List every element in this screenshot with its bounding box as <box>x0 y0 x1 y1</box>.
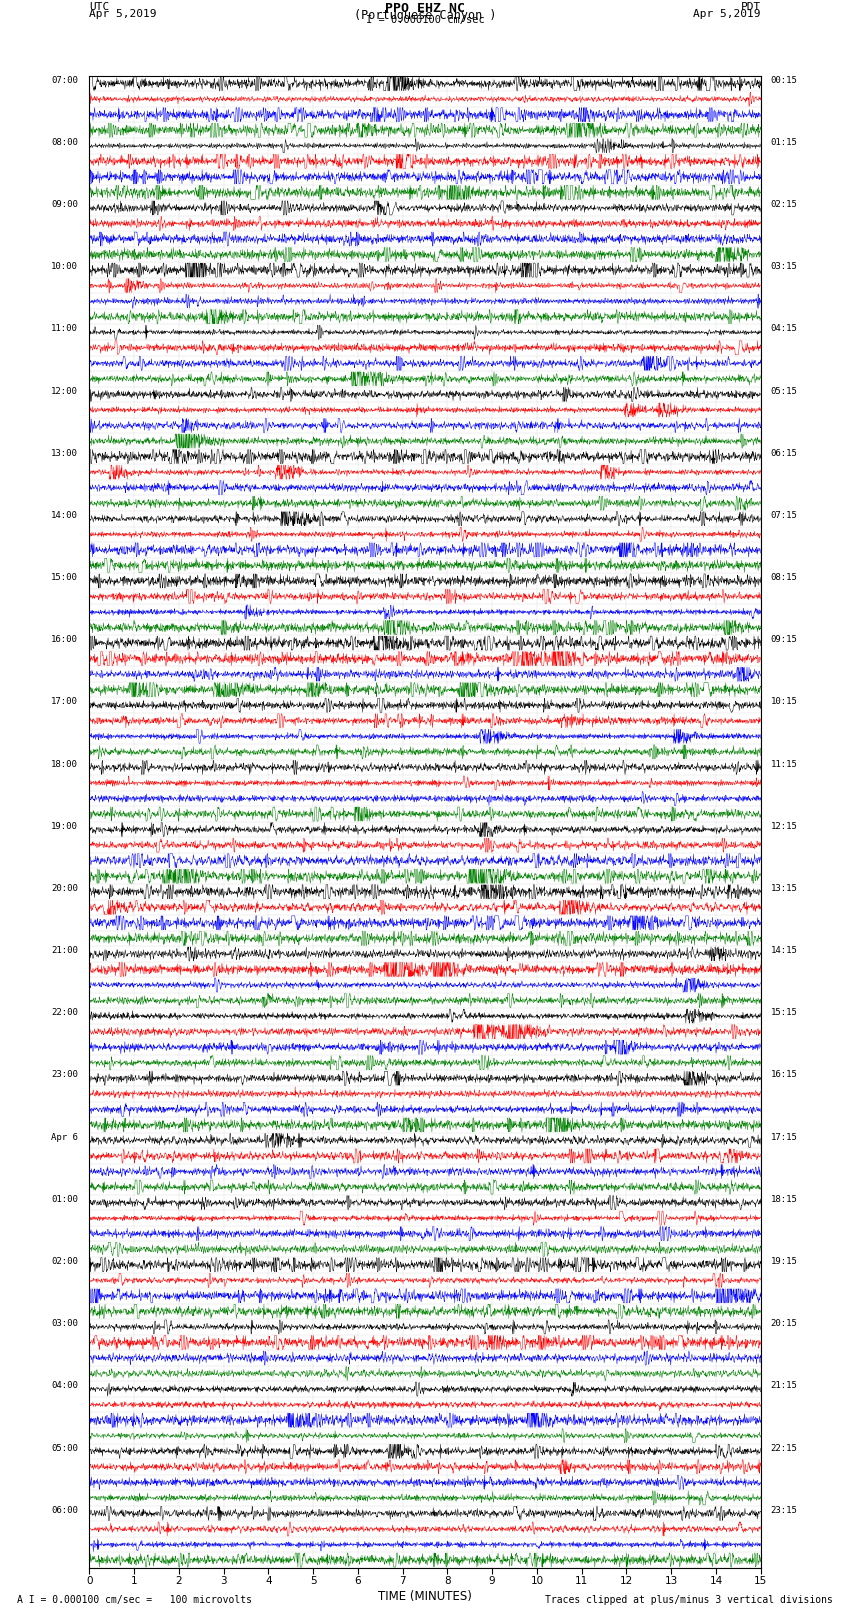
Text: (Portuguese Canyon ): (Portuguese Canyon ) <box>354 10 496 23</box>
Text: 08:00: 08:00 <box>51 139 78 147</box>
Text: 07:00: 07:00 <box>51 76 78 85</box>
Text: 03:15: 03:15 <box>771 263 797 271</box>
Text: 10:15: 10:15 <box>771 697 797 706</box>
Text: 09:15: 09:15 <box>771 636 797 644</box>
Text: 15:00: 15:00 <box>51 573 78 582</box>
Text: 20:00: 20:00 <box>51 884 78 894</box>
Text: 06:00: 06:00 <box>51 1505 78 1515</box>
Text: 22:00: 22:00 <box>51 1008 78 1018</box>
Text: 21:00: 21:00 <box>51 947 78 955</box>
Text: 04:00: 04:00 <box>51 1381 78 1390</box>
Text: 16:15: 16:15 <box>771 1071 797 1079</box>
Text: 17:15: 17:15 <box>771 1132 797 1142</box>
Text: 13:15: 13:15 <box>771 884 797 894</box>
Text: 11:00: 11:00 <box>51 324 78 334</box>
Text: 16:00: 16:00 <box>51 636 78 644</box>
Text: 14:00: 14:00 <box>51 511 78 519</box>
Text: 09:00: 09:00 <box>51 200 78 210</box>
Text: 02:15: 02:15 <box>771 200 797 210</box>
Text: 23:15: 23:15 <box>771 1505 797 1515</box>
Text: 19:00: 19:00 <box>51 823 78 831</box>
Text: 12:00: 12:00 <box>51 387 78 395</box>
Text: Apr 5,2019: Apr 5,2019 <box>694 10 761 19</box>
Text: 01:00: 01:00 <box>51 1195 78 1203</box>
Text: I = 0.000100 cm/sec: I = 0.000100 cm/sec <box>366 16 484 26</box>
Text: PDT: PDT <box>740 3 761 13</box>
Text: A I = 0.000100 cm/sec =   100 microvolts: A I = 0.000100 cm/sec = 100 microvolts <box>17 1595 252 1605</box>
Text: 08:15: 08:15 <box>771 573 797 582</box>
Text: 15:15: 15:15 <box>771 1008 797 1018</box>
Text: UTC: UTC <box>89 3 110 13</box>
Text: 12:15: 12:15 <box>771 823 797 831</box>
Text: 07:15: 07:15 <box>771 511 797 519</box>
Text: 14:15: 14:15 <box>771 947 797 955</box>
Text: 06:15: 06:15 <box>771 448 797 458</box>
Text: 22:15: 22:15 <box>771 1444 797 1452</box>
Text: 04:15: 04:15 <box>771 324 797 334</box>
Text: 19:15: 19:15 <box>771 1257 797 1266</box>
Text: 11:15: 11:15 <box>771 760 797 769</box>
Text: 17:00: 17:00 <box>51 697 78 706</box>
Text: Traces clipped at plus/minus 3 vertical divisions: Traces clipped at plus/minus 3 vertical … <box>545 1595 833 1605</box>
Text: 05:00: 05:00 <box>51 1444 78 1452</box>
Text: 10:00: 10:00 <box>51 263 78 271</box>
Text: 23:00: 23:00 <box>51 1071 78 1079</box>
Text: 00:15: 00:15 <box>771 76 797 85</box>
Text: Apr 5,2019: Apr 5,2019 <box>89 10 156 19</box>
Text: 05:15: 05:15 <box>771 387 797 395</box>
X-axis label: TIME (MINUTES): TIME (MINUTES) <box>378 1590 472 1603</box>
Text: 03:00: 03:00 <box>51 1319 78 1327</box>
Text: 18:00: 18:00 <box>51 760 78 769</box>
Text: 18:15: 18:15 <box>771 1195 797 1203</box>
Text: PPO EHZ NC: PPO EHZ NC <box>385 3 465 16</box>
Text: 01:15: 01:15 <box>771 139 797 147</box>
Text: 21:15: 21:15 <box>771 1381 797 1390</box>
Text: 13:00: 13:00 <box>51 448 78 458</box>
Text: 20:15: 20:15 <box>771 1319 797 1327</box>
Text: 02:00: 02:00 <box>51 1257 78 1266</box>
Text: Apr 6: Apr 6 <box>51 1132 78 1142</box>
